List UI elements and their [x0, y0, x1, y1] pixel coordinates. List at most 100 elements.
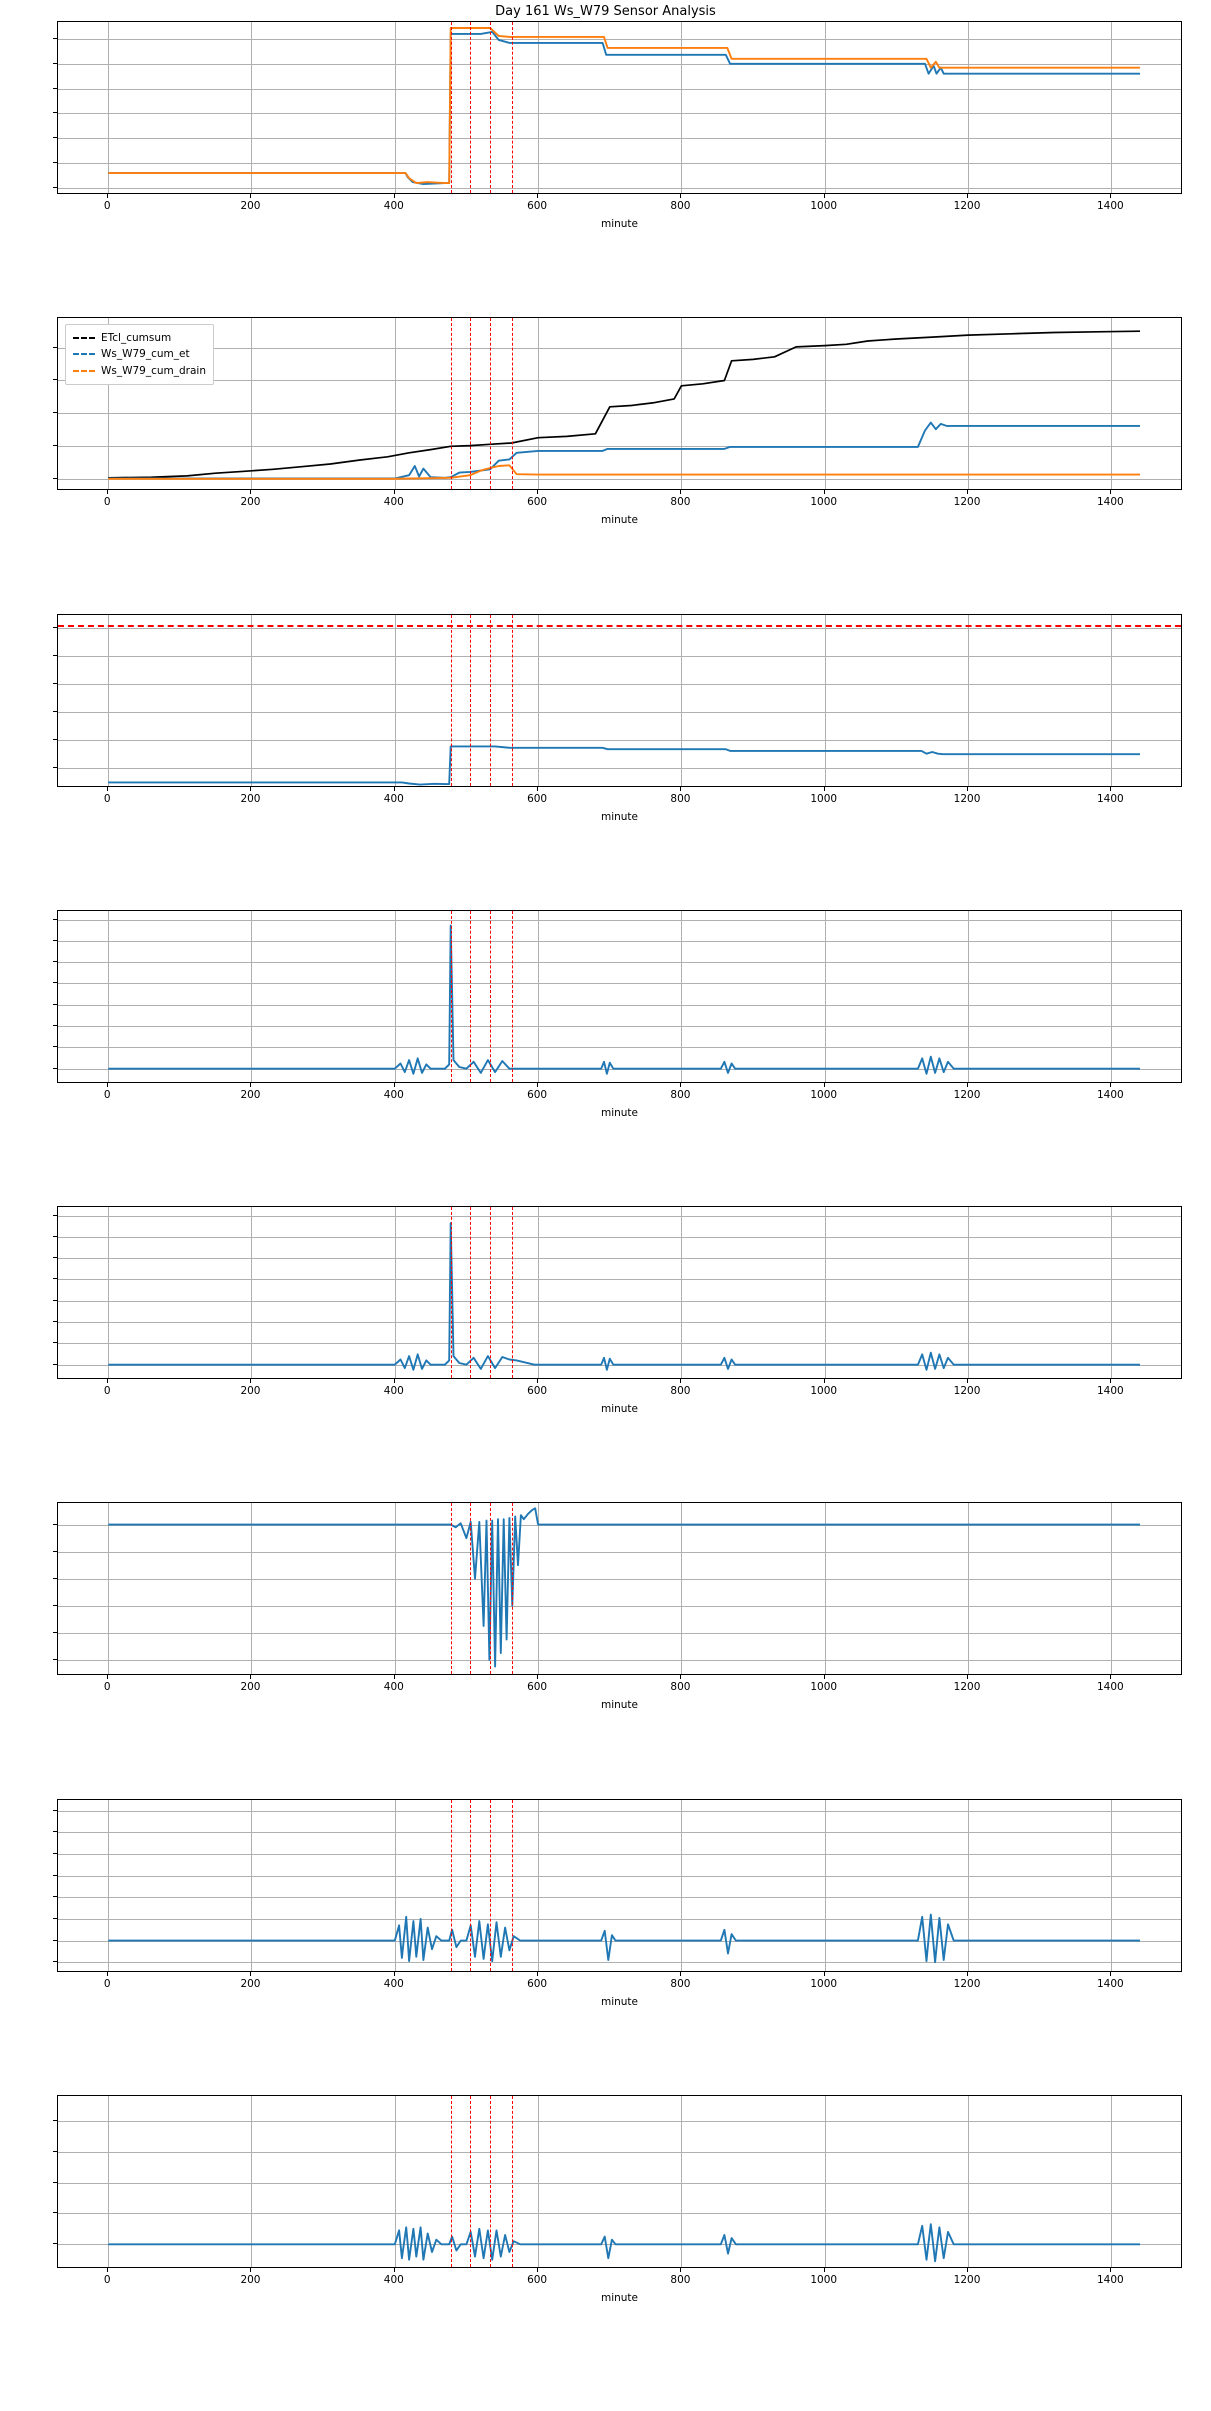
grid-line-vertical: [968, 615, 970, 786]
grid-line-horizontal: [58, 1551, 1181, 1553]
x-axis-tick-label: 1000: [810, 1089, 838, 1101]
x-axis-tick-label: 0: [103, 496, 111, 508]
x-axis-tick-mark: [250, 2268, 252, 2272]
x-axis-tick-mark: [250, 1972, 252, 1976]
legend-item-Ws_W79_cum_drain[interactable]: Ws_W79_cum_drain: [73, 363, 206, 379]
grid-line-vertical: [394, 615, 396, 786]
grid-line-vertical: [824, 2096, 826, 2267]
grid-line-horizontal: [58, 1300, 1181, 1302]
plot-area-panel2: [57, 317, 1182, 490]
y-axis-tick-mark: [53, 1961, 57, 1963]
y-axis-tick-mark: [53, 626, 57, 628]
event-vline: [511, 1800, 513, 1971]
grid-line-horizontal: [58, 1004, 1181, 1006]
grid-line-vertical: [681, 22, 683, 193]
event-vline: [450, 22, 452, 193]
event-vline: [511, 318, 513, 489]
series-line-Ws_W79_cum_drain: [108, 464, 1140, 480]
x-axis-tick-mark: [107, 1083, 109, 1087]
grid-line-vertical: [824, 1503, 826, 1674]
y-axis-tick-mark: [53, 1067, 57, 1069]
x-axis-tick-mark: [1110, 1083, 1112, 1087]
grid-line-vertical: [824, 615, 826, 786]
x-axis-tick-mark: [1110, 194, 1112, 198]
grid-line-vertical: [538, 1800, 540, 1971]
series-layer: [108, 1913, 1140, 1964]
x-axis-tick-label: 1400: [1096, 1978, 1124, 1990]
x-axis-tick-label: 0: [103, 1681, 111, 1693]
x-axis-tick-mark: [393, 2268, 395, 2272]
grid-line-horizontal: [58, 962, 1181, 964]
x-axis-tick-label: 600: [527, 1681, 548, 1693]
grid-line-horizontal: [58, 1632, 1181, 1634]
x-axis-tick-label: 200: [240, 1681, 261, 1693]
grid-line-vertical: [824, 22, 826, 193]
x-axis-tick-mark: [967, 1379, 969, 1383]
y-axis-tick-mark: [53, 187, 57, 189]
y-axis-tick-mark: [53, 1853, 57, 1855]
event-vline: [490, 22, 492, 193]
x-axis-tick-mark: [250, 1083, 252, 1087]
event-vline: [511, 1207, 513, 1378]
event-vline: [511, 1503, 513, 1674]
x-axis-tick-label: 400: [383, 1681, 404, 1693]
series-layer: [108, 1507, 1140, 1668]
x-axis-tick-mark: [393, 787, 395, 791]
plot-area-panel8: [57, 2095, 1182, 2268]
y-axis-tick-mark: [53, 87, 57, 89]
event-vline: [511, 22, 513, 193]
event-vline: [450, 615, 452, 786]
x-axis-tick-mark: [537, 490, 539, 494]
x-axis-tick-label: 1000: [810, 2274, 838, 2286]
legend-item-Ws_W79_cum_et[interactable]: Ws_W79_cum_et: [73, 346, 206, 362]
y-axis-tick-mark: [53, 1046, 57, 1048]
x-axis-tick-mark: [823, 1972, 825, 1976]
x-axis-tick-label: 1400: [1096, 1681, 1124, 1693]
grid-line-vertical: [108, 2096, 110, 2267]
x-axis-tick-mark: [107, 1379, 109, 1383]
legend-swatch-icon: [73, 337, 95, 340]
legend-item-ETcl_cumsum[interactable]: ETcl_cumsum: [73, 330, 206, 346]
grid-line-vertical: [251, 615, 253, 786]
x-axis-tick-mark: [967, 490, 969, 494]
x-axis-tick-mark: [1110, 1972, 1112, 1976]
event-vline: [450, 1503, 452, 1674]
x-axis-tick-mark: [680, 194, 682, 198]
grid-line-horizontal: [58, 1343, 1181, 1345]
grid-line-vertical: [824, 911, 826, 1082]
grid-line-horizontal: [58, 627, 1181, 629]
y-axis-tick-mark: [53, 767, 57, 769]
grid-line-vertical: [681, 2096, 683, 2267]
series-layer: [108, 330, 1141, 480]
legend-panel2[interactable]: ETcl_cumsum Ws_W79_cum_et Ws_W79_cum_drain: [65, 324, 214, 385]
grid-line-vertical: [824, 1207, 826, 1378]
x-axis-tick-mark: [393, 1675, 395, 1679]
y-axis-tick-mark: [53, 478, 57, 480]
x-axis-tick-label: 800: [670, 793, 691, 805]
x-axis-tick-mark: [250, 490, 252, 494]
grid-line-horizontal: [58, 655, 1181, 657]
grid-line-horizontal: [58, 163, 1181, 165]
plot-area-panel7: [57, 1799, 1182, 1972]
grid-line-vertical: [108, 318, 110, 489]
grid-line-vertical: [968, 911, 970, 1082]
grid-line-vertical: [1111, 1503, 1113, 1674]
event-vline: [470, 1503, 472, 1674]
x-axis-tick-mark: [107, 194, 109, 198]
legend-label: Ws_W79_cum_et: [101, 348, 190, 361]
x-axis-tick-mark: [823, 1379, 825, 1383]
grid-line-vertical: [681, 615, 683, 786]
event-vline: [470, 911, 472, 1082]
x-axis-tick-label: 0: [103, 1978, 111, 1990]
y-axis-tick-mark: [53, 1631, 57, 1633]
grid-line-vertical: [538, 318, 540, 489]
grid-line-horizontal: [58, 1215, 1181, 1217]
y-axis-tick-mark: [53, 1214, 57, 1216]
y-axis-tick-mark: [53, 162, 57, 164]
y-axis-tick-mark: [53, 112, 57, 114]
x-axis-tick-mark: [1110, 1675, 1112, 1679]
grid-line-horizontal: [58, 2151, 1181, 2153]
event-vline: [490, 2096, 492, 2267]
x-axis-tick-mark: [823, 194, 825, 198]
grid-line-horizontal: [58, 88, 1181, 90]
